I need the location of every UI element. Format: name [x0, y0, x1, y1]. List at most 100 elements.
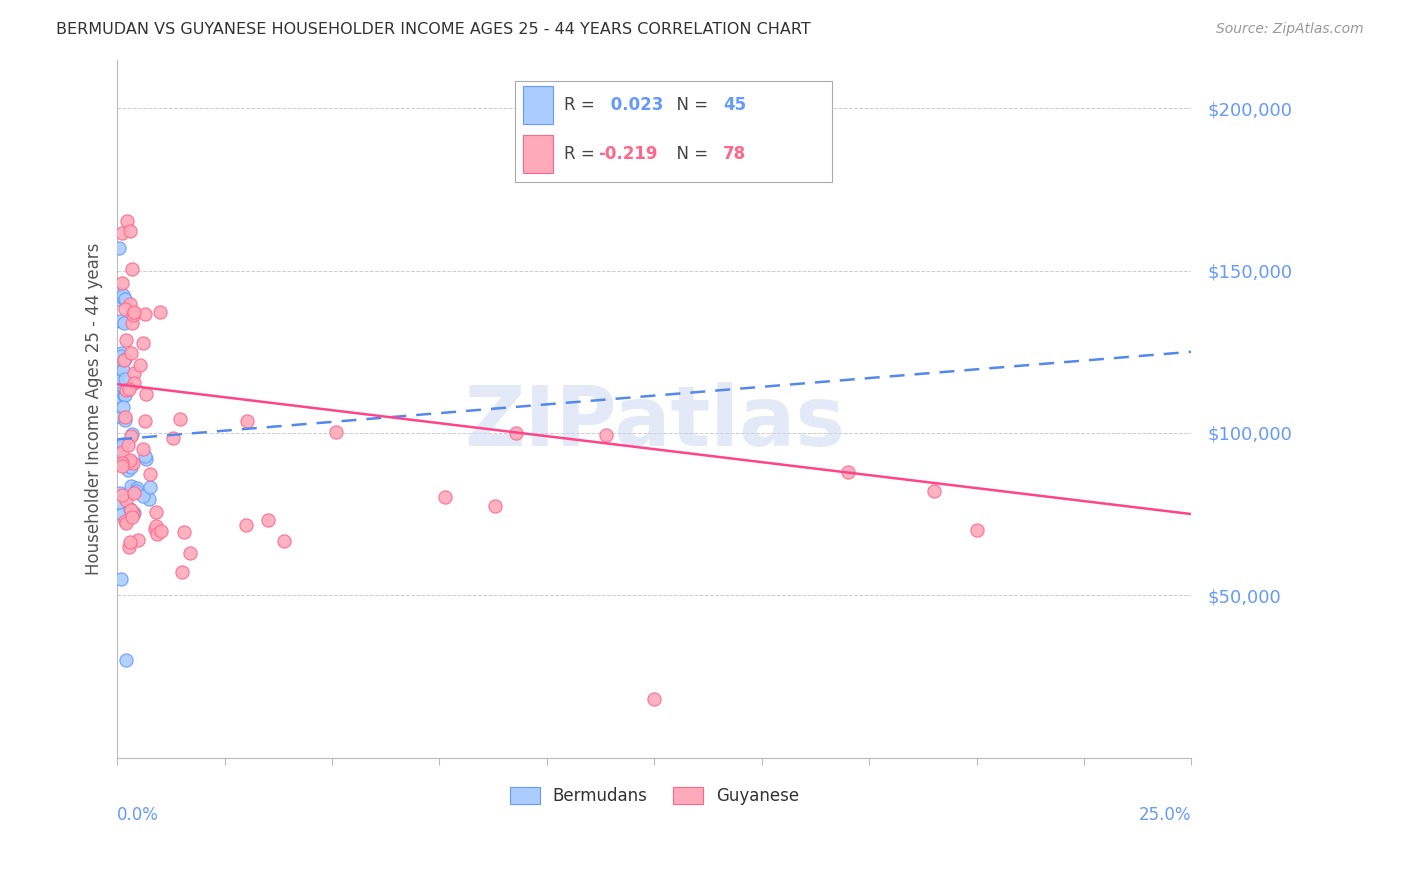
Point — [114, 302, 136, 317]
Point — [122, 306, 145, 320]
Text: -0.219: -0.219 — [599, 145, 658, 163]
Point — [173, 524, 195, 539]
Point — [111, 445, 134, 459]
Point — [124, 506, 146, 520]
FancyBboxPatch shape — [523, 86, 554, 124]
Point — [110, 458, 132, 473]
Point — [112, 388, 135, 402]
Point — [115, 334, 138, 348]
Point — [121, 427, 143, 442]
Point — [120, 503, 142, 517]
Point — [121, 456, 143, 470]
Point — [105, 374, 128, 388]
Point — [122, 366, 145, 380]
Point — [110, 349, 132, 363]
Point — [122, 376, 145, 390]
Point — [143, 522, 166, 536]
Point — [105, 389, 128, 403]
Point — [120, 453, 142, 467]
Point — [120, 534, 142, 549]
Point — [107, 286, 129, 301]
Text: N =: N = — [666, 96, 713, 114]
Point — [115, 384, 138, 398]
Point — [108, 314, 131, 328]
Point — [145, 505, 167, 519]
Point — [325, 425, 347, 440]
Point — [118, 540, 141, 554]
Point — [146, 527, 169, 541]
Point — [922, 484, 945, 499]
Point — [125, 481, 148, 495]
Point — [134, 414, 156, 428]
Point — [112, 437, 135, 451]
Point — [484, 500, 506, 514]
Point — [120, 429, 142, 443]
Point — [122, 485, 145, 500]
Point — [112, 316, 135, 330]
Point — [111, 456, 134, 470]
Point — [122, 305, 145, 319]
Point — [121, 308, 143, 322]
Point — [121, 506, 143, 520]
Point — [162, 431, 184, 445]
Point — [120, 460, 142, 475]
Point — [273, 534, 295, 549]
Point — [118, 382, 141, 396]
Point — [118, 224, 141, 238]
Text: R =: R = — [564, 145, 600, 163]
Point — [118, 297, 141, 311]
Point — [111, 400, 134, 414]
Point — [120, 345, 142, 359]
Point — [112, 352, 135, 367]
Point — [122, 506, 145, 520]
Point — [145, 518, 167, 533]
Point — [115, 516, 138, 531]
Point — [114, 492, 136, 507]
Point — [108, 495, 131, 509]
Point — [131, 442, 153, 457]
Point — [118, 501, 141, 516]
Point — [121, 510, 143, 524]
Point — [132, 489, 155, 503]
Point — [505, 426, 527, 441]
Point — [114, 514, 136, 528]
Text: 45: 45 — [723, 96, 747, 114]
Point — [235, 518, 257, 533]
Point — [110, 346, 132, 360]
Point — [837, 465, 859, 479]
Point — [111, 488, 134, 502]
Point — [114, 413, 136, 427]
Point — [108, 486, 131, 500]
Point — [107, 293, 129, 307]
Point — [120, 479, 142, 493]
Point — [139, 480, 162, 494]
Point — [138, 492, 160, 507]
Point — [107, 376, 129, 391]
Point — [111, 290, 134, 304]
Point — [149, 524, 172, 539]
Point — [121, 483, 143, 498]
Point — [121, 262, 143, 277]
Point — [111, 287, 134, 301]
Point — [643, 692, 665, 706]
FancyBboxPatch shape — [515, 80, 831, 182]
Text: 25.0%: 25.0% — [1139, 806, 1191, 824]
Point — [121, 316, 143, 330]
Point — [114, 372, 136, 386]
Point — [134, 449, 156, 463]
Point — [127, 533, 149, 547]
Y-axis label: Householder Income Ages 25 - 44 years: Householder Income Ages 25 - 44 years — [86, 243, 103, 574]
Text: 0.023: 0.023 — [605, 96, 664, 114]
Point — [236, 414, 259, 428]
Point — [110, 453, 132, 467]
Point — [117, 438, 139, 452]
Point — [139, 467, 162, 482]
Point — [114, 410, 136, 425]
Point — [111, 363, 134, 377]
Point — [111, 507, 134, 521]
Point — [117, 214, 139, 228]
Point — [111, 227, 134, 241]
Point — [433, 491, 456, 505]
Text: 78: 78 — [723, 145, 747, 163]
Text: Source: ZipAtlas.com: Source: ZipAtlas.com — [1216, 22, 1364, 37]
